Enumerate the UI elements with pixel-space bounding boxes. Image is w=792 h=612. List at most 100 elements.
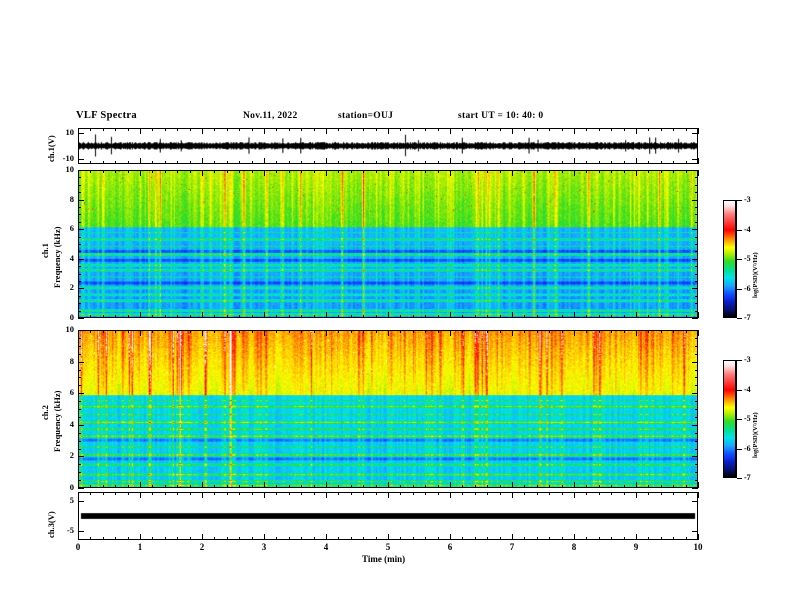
colorbar-tick-label-1-4: -7: [744, 473, 751, 482]
x-tick-top-1-5: [140, 170, 141, 176]
x-tick-1-18: [301, 315, 302, 318]
y-tick-label-1-2: 4: [69, 253, 74, 263]
x-tick-0-48: [673, 161, 674, 164]
x-tick-top-2-41: [586, 330, 587, 333]
x-tick-top-3-27: [413, 492, 414, 495]
x-tick-3-18: [301, 537, 302, 540]
x-tick-top-3-12: [227, 492, 228, 495]
x-tick-top-2-32: [475, 330, 476, 333]
x-tick-2-9: [190, 485, 191, 488]
x-tick-top-3-21: [338, 492, 339, 495]
x-tick-1-28: [425, 315, 426, 318]
x-tick-top-0-48: [673, 128, 674, 131]
y-minor-r-2-7: [695, 377, 698, 378]
colorbar-tick-label-1-2: -5: [744, 414, 751, 423]
x-tick-label-10: 10: [693, 542, 703, 552]
x-tick-0-31: [462, 161, 463, 164]
x-tick-top-0-1: [90, 128, 91, 131]
x-tick-3-31: [462, 537, 463, 540]
x-tick-0-37: [537, 161, 538, 164]
x-tick-2-21: [338, 485, 339, 488]
x-tick-top-3-39: [562, 492, 563, 495]
x-tick-top-3-49: [686, 492, 687, 495]
x-tick-0-2: [103, 161, 104, 164]
x-tick-top-2-7: [165, 330, 166, 333]
y-tick-r-1-4: [692, 200, 698, 201]
y-minor-r-1-7.5: [695, 207, 698, 208]
x-tick-2-3: [115, 485, 116, 488]
y-tick-1-3: [78, 229, 84, 230]
x-tick-top-0-19: [314, 128, 315, 131]
y-minor-r-2-6.5: [695, 385, 698, 386]
x-tick-top-3-16: [276, 492, 277, 495]
x-tick-top-2-35: [512, 330, 513, 336]
x-tick-1-0: [78, 312, 79, 318]
x-tick-top-2-3: [115, 330, 116, 333]
x-tick-top-3-42: [599, 492, 600, 495]
x-tick-3-45: [636, 534, 637, 540]
x-tick-0-1: [90, 161, 91, 164]
y-tick-1-5: [78, 170, 84, 171]
y-minor-2-1: [78, 472, 81, 473]
y-minor-r-1-2.5: [695, 281, 698, 282]
x-tick-2-47: [661, 485, 662, 488]
y-tick-label-2-4: 8: [69, 356, 74, 366]
x-tick-top-1-36: [524, 170, 525, 173]
x-tick-1-16: [276, 315, 277, 318]
x-tick-3-21: [338, 537, 339, 540]
x-tick-top-3-0: [78, 492, 79, 498]
x-tick-0-14: [252, 161, 253, 164]
x-tick-top-0-43: [611, 128, 612, 131]
x-tick-2-0: [78, 482, 79, 488]
x-tick-top-2-40: [574, 330, 575, 336]
colorbar-ch1: [723, 200, 736, 318]
x-tick-top-3-19: [314, 492, 315, 495]
x-tick-3-9: [190, 537, 191, 540]
x-tick-top-0-11: [214, 128, 215, 131]
colorbar-tick-1-3: [737, 449, 742, 450]
y-tick-r-2-5: [692, 330, 698, 331]
x-tick-0-21: [338, 161, 339, 164]
x-tick-top-3-30: [450, 492, 451, 498]
x-tick-top-2-5: [140, 330, 141, 336]
y-tick-r-1-2: [692, 259, 698, 260]
x-tick-top-2-24: [376, 330, 377, 333]
colorbar-tick-label-1-1: -4: [744, 385, 751, 394]
x-tick-top-3-31: [462, 492, 463, 495]
x-tick-top-2-8: [177, 330, 178, 333]
x-tick-0-9: [190, 161, 191, 164]
x-tick-1-47: [661, 315, 662, 318]
x-tick-top-0-44: [624, 128, 625, 131]
x-tick-top-1-29: [438, 170, 439, 173]
x-tick-2-44: [624, 485, 625, 488]
x-tick-top-0-17: [289, 128, 290, 131]
y-minor-r-1-3.5: [695, 266, 698, 267]
colorbar-ch2: [723, 360, 736, 478]
x-tick-0-36: [524, 161, 525, 164]
x-tick-top-3-15: [264, 492, 265, 498]
x-tick-3-15: [264, 534, 265, 540]
x-tick-top-0-8: [177, 128, 178, 131]
x-tick-0-30: [450, 158, 451, 164]
panel-ch1-spectrogram: [78, 170, 698, 318]
x-tick-1-36: [524, 315, 525, 318]
x-tick-1-20: [326, 312, 327, 318]
x-tick-0-8: [177, 161, 178, 164]
x-tick-top-1-19: [314, 170, 315, 173]
x-tick-1-10: [202, 312, 203, 318]
x-tick-1-11: [214, 315, 215, 318]
x-tick-top-1-6: [152, 170, 153, 173]
x-tick-top-0-9: [190, 128, 191, 131]
x-tick-1-21: [338, 315, 339, 318]
colorbar-tick-label-0-3: -6: [744, 284, 751, 293]
y-minor-2-9: [78, 346, 81, 347]
x-tick-0-0: [78, 158, 79, 164]
x-tick-1-31: [462, 315, 463, 318]
y-minor-1-3: [78, 274, 81, 275]
y-tick-r-0-1: [692, 159, 698, 160]
y-minor-2-2.5: [78, 449, 81, 450]
colorbar-tick-0-1: [737, 230, 742, 231]
x-tick-1-5: [140, 312, 141, 318]
x-tick-top-1-38: [549, 170, 550, 173]
x-tick-2-13: [239, 485, 240, 488]
